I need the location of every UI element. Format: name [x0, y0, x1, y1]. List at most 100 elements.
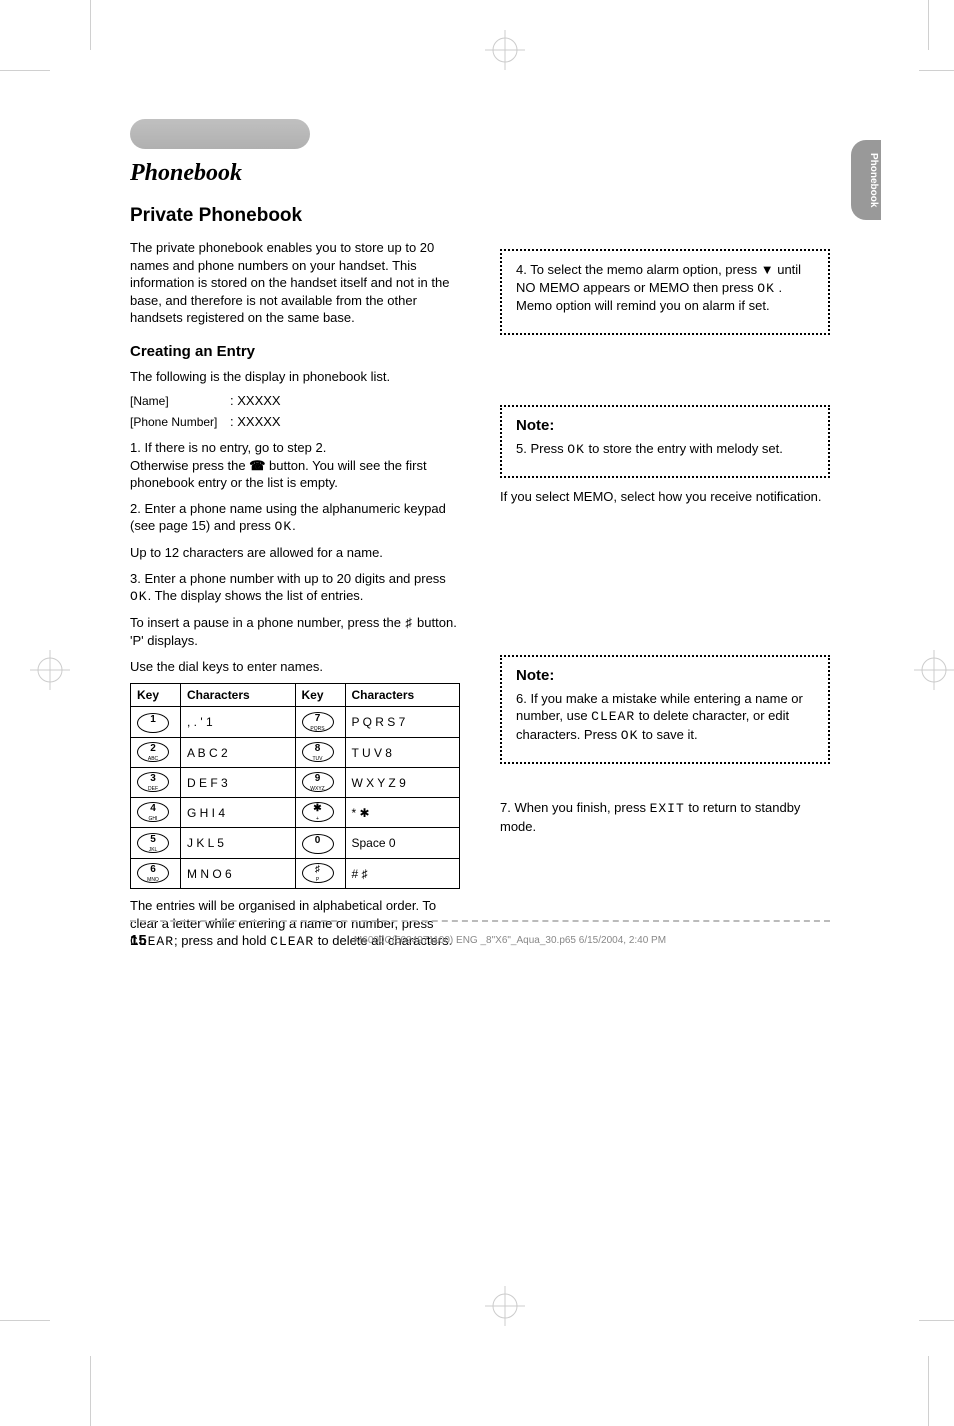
- registration-mark-left: [30, 650, 70, 690]
- key-chars: T U V 8: [345, 738, 460, 768]
- col-key-1: Key: [131, 684, 181, 707]
- key-chars: J K L 5: [181, 828, 296, 859]
- ok-token-5: OK: [621, 728, 639, 743]
- footer-text: M6000C(5024971100) ENG _8"X6"_Aqua_30.p6…: [190, 935, 830, 946]
- thumb-tab: Phonebook: [851, 140, 881, 220]
- key-chars: P Q R S 7: [345, 707, 460, 738]
- note-title-2: Note:: [516, 667, 814, 684]
- phonebook-button-ref: ☎: [249, 458, 265, 473]
- page-number: 15: [130, 932, 190, 949]
- step-4: 4. To select the memo alarm option, pres…: [516, 261, 814, 315]
- keypad-row: 2ABCA B C 28TUVT U V 8: [131, 738, 460, 768]
- clear-token-3: CLEAR: [591, 709, 635, 724]
- n5a: 5. Press: [516, 441, 567, 456]
- keypad-intro: Use the dial keys to enter names.: [130, 658, 460, 676]
- ok-token-2: OK: [130, 589, 148, 604]
- crop-mark: [0, 1320, 50, 1321]
- key-chars: G H I 4: [181, 798, 296, 828]
- col-key-2: Key: [295, 684, 345, 707]
- ok-token: OK: [275, 519, 293, 534]
- key-button: 1: [131, 707, 181, 738]
- page-title: Phonebook: [130, 160, 830, 187]
- exit-token: EXIT: [650, 801, 685, 816]
- step-3: 3. Enter a phone number with up to 20 di…: [130, 570, 460, 606]
- note-6-body: 6. If you make a mistake while entering …: [516, 690, 814, 745]
- step-3a: 3. Enter a phone number with up to 20 di…: [130, 571, 446, 586]
- crop-mark: [90, 0, 91, 50]
- note-box-step4: 4. To select the memo alarm option, pres…: [500, 249, 830, 335]
- pause-a: To insert a pause in a phone number, pre…: [130, 615, 405, 630]
- key-button: 9WXYZ: [295, 768, 345, 798]
- step-2: 2. Enter a phone name using the alphanum…: [130, 500, 460, 536]
- key-chars: , . ' 1: [181, 707, 296, 738]
- key-button: ♯P: [295, 859, 345, 889]
- registration-mark-right: [914, 650, 954, 690]
- ok-token-3: OK: [757, 281, 775, 296]
- create-heading: Creating an Entry: [130, 343, 460, 360]
- step-1b: Otherwise press the: [130, 458, 249, 473]
- keypad-row: 1, . ' 17PQRSP Q R S 7: [131, 707, 460, 738]
- key-button: 3DEF: [131, 768, 181, 798]
- col-chars-1: Characters: [181, 684, 296, 707]
- phone-label: [Phone Number]: [130, 415, 230, 429]
- key-button: 6MNO: [131, 859, 181, 889]
- key-chars: D E F 3: [181, 768, 296, 798]
- step-2-limit: Up to 12 characters are allowed for a na…: [130, 544, 460, 562]
- entry-format-intro: The following is the display in phoneboo…: [130, 368, 460, 386]
- name-label: [Name]: [130, 394, 230, 408]
- section-tab: [130, 119, 310, 149]
- key-chars: # ♯: [345, 859, 460, 889]
- key-button: 0: [295, 828, 345, 859]
- note-box-step5: Note: 5. Press OK to store the entry wit…: [500, 405, 830, 479]
- note-box-step6: Note: 6. If you make a mistake while ent…: [500, 655, 830, 765]
- s7a: 7. When you finish, press: [500, 800, 650, 815]
- page-footer: 15 M6000C(5024971100) ENG _8"X6"_Aqua_30…: [130, 920, 830, 959]
- step-3b: . The display shows the list of entries.: [148, 588, 364, 603]
- n6c: to save it.: [638, 727, 697, 742]
- name-placeholder: : XXXXX: [230, 393, 281, 408]
- key-button: 7PQRS: [295, 707, 345, 738]
- key-chars: W X Y Z 9: [345, 768, 460, 798]
- keypad-row: 4GHIG H I 4✱+* ✱: [131, 798, 460, 828]
- note-5-body: 5. Press OK to store the entry with melo…: [516, 440, 814, 459]
- section-heading: Private Phonebook: [130, 205, 830, 227]
- step-2b: .: [292, 518, 296, 533]
- key-chars: A B C 2: [181, 738, 296, 768]
- crop-mark: [0, 70, 50, 71]
- step-7: 7. When you finish, press EXIT to return…: [500, 799, 830, 835]
- ok-token-4: OK: [567, 442, 585, 457]
- keypad-row: 3DEFD E F 39WXYZW X Y Z 9: [131, 768, 460, 798]
- phone-placeholder: : XXXXX: [230, 414, 281, 429]
- n5b: to store the entry with melody set.: [585, 441, 783, 456]
- key-chars: M N O 6: [181, 859, 296, 889]
- keypad-row: 5JKLJ K L 50Space 0: [131, 828, 460, 859]
- key-button: 8TUV: [295, 738, 345, 768]
- key-button: 2ABC: [131, 738, 181, 768]
- down-arrow-icon: ▼: [761, 261, 774, 279]
- thumb-tab-label: Phonebook: [868, 153, 879, 207]
- pause-note: To insert a pause in a phone number, pre…: [130, 614, 460, 650]
- key-chars: * ✱: [345, 798, 460, 828]
- crop-mark: [928, 0, 929, 50]
- key-button: ✱+: [295, 798, 345, 828]
- crop-mark: [90, 1356, 91, 1426]
- registration-mark-bottom: [485, 1286, 525, 1326]
- crop-mark: [919, 1320, 954, 1321]
- col-chars-2: Characters: [345, 684, 460, 707]
- key-chars: Space 0: [345, 828, 460, 859]
- crop-mark: [919, 70, 954, 71]
- keypad-row: 6MNOM N O 6♯P# ♯: [131, 859, 460, 889]
- crop-mark: [928, 1356, 929, 1426]
- right-column: 4. To select the memo alarm option, pres…: [500, 239, 830, 959]
- keypad-table: Key Characters Key Characters 1, . ' 17P…: [130, 683, 460, 889]
- step-1: 1. If there is no entry, go to step 2. O…: [130, 439, 460, 492]
- registration-mark-top: [485, 30, 525, 70]
- step-1a: 1. If there is no entry, go to step 2.: [130, 440, 326, 455]
- s4a: 4. To select the memo alarm option, pres…: [516, 262, 761, 277]
- page-content: Phonebook Private Phonebook The private …: [130, 160, 830, 959]
- left-column: The private phonebook enables you to sto…: [130, 239, 460, 959]
- note-title: Note:: [516, 417, 814, 434]
- key-button: 4GHI: [131, 798, 181, 828]
- step-6-intro: If you select MEMO, select how you recei…: [500, 488, 830, 506]
- key-button: 5JKL: [131, 828, 181, 859]
